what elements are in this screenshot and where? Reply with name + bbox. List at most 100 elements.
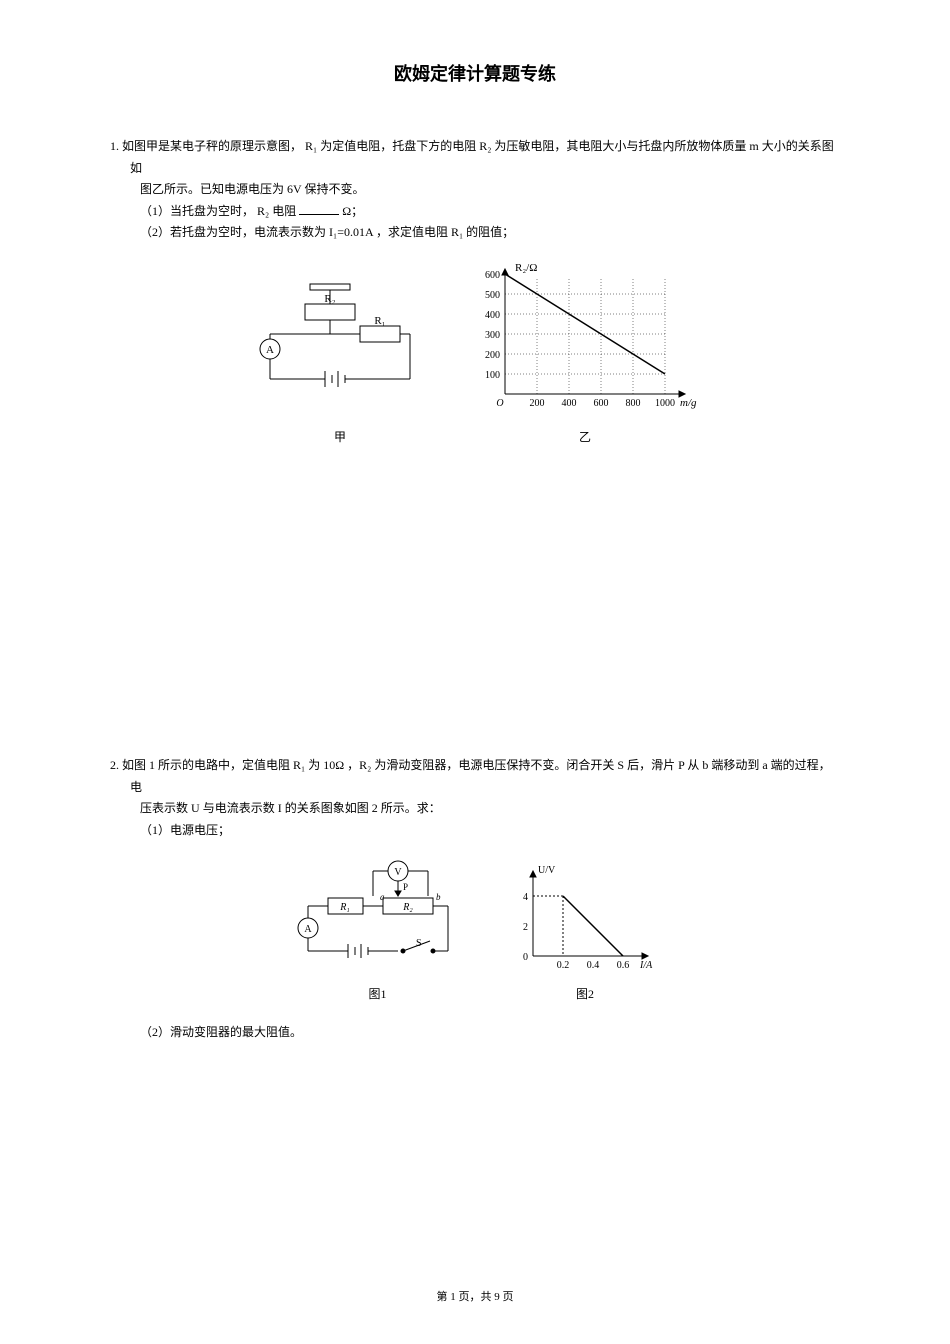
q2-f1n: 1: [149, 758, 155, 772]
c2y4: 4: [523, 892, 528, 903]
page-title: 欧姆定律计算题专练: [110, 60, 840, 86]
q1-s2i: I₁=0.01A: [329, 225, 373, 239]
fig-yi-label: 乙: [470, 428, 700, 445]
q2-i: I: [278, 801, 282, 815]
question-2: 2. 如图 1 所示的电路中，定值电阻 R₁ 为 10Ω ，R₂ 为滑动变阻器，…: [110, 755, 840, 1044]
q2-tg: 从: [687, 758, 699, 772]
footer-middle: 页，共: [459, 1291, 492, 1303]
q2-td: ，R₂: [347, 758, 371, 772]
c2-ylabel: U/V: [538, 865, 556, 876]
q1-sub1: （1）当托盘为空时， R₂ 电阻 Ω；: [110, 201, 840, 223]
q1-s1c: Ω；: [342, 204, 363, 218]
xt800: 800: [626, 398, 641, 409]
c1-r1-label: R₁: [374, 315, 385, 327]
spacer-1: [110, 475, 840, 755]
yt100: 100: [485, 370, 500, 381]
q2-r1v: 10Ω: [323, 758, 344, 772]
q1-l2a: 图乙所示。已知电源电压为: [140, 182, 284, 196]
q1-s2a: （2）若托盘为空时，电流表示数为: [140, 225, 326, 239]
yt500: 500: [485, 290, 500, 301]
q2-tb: 所示的电路中，定值电阻: [158, 758, 290, 772]
fig2-label: 图2: [508, 985, 663, 1002]
q1-blank: [299, 203, 339, 215]
c2x02: 0.2: [556, 960, 569, 971]
fig1-label: 图1: [288, 985, 468, 1002]
xt1000: 1000: [655, 398, 675, 409]
xt200: 200: [530, 398, 545, 409]
q1-s1r2: R₂: [257, 204, 269, 218]
xt400: 400: [562, 398, 577, 409]
xlabel: m/g: [680, 397, 697, 409]
q2-figures: V A R₁ R₂ P a b S 图1: [110, 856, 840, 1002]
q1-body: 1. 如图甲是某电子秤的原理示意图， R₁ 为定值电阻，托盘下方的电阻 R₂ 为…: [110, 136, 840, 179]
q1-voltage: 6V: [287, 182, 301, 196]
q2-a: a: [762, 758, 767, 772]
c2y2: 2: [523, 922, 528, 933]
c2y0: 0: [523, 952, 528, 963]
yt300: 300: [485, 330, 500, 341]
c1-r2-label: R₂: [324, 293, 335, 305]
q2-body: 2. 如图 1 所示的电路中，定值电阻 R₁ 为 10Ω ，R₂ 为滑动变阻器，…: [110, 755, 840, 798]
q1-l2b: 保持不变。: [304, 182, 364, 196]
q2-u: U: [191, 801, 200, 815]
page-footer: 第 1 页，共 9 页: [0, 1288, 950, 1304]
origin-o: O: [496, 398, 503, 409]
q1-s1b: 电阻: [272, 204, 296, 218]
yt200: 200: [485, 350, 500, 361]
c1-a-label: A: [266, 344, 274, 356]
c2x06: 0.6: [616, 960, 629, 971]
circuit-fig1: V A R₁ R₂ P a b S 图1: [288, 856, 468, 1002]
footer-prefix: 第: [437, 1291, 448, 1303]
circuit-jia: R₂ R₁ A 甲: [250, 279, 430, 445]
q1-m: m: [749, 139, 758, 153]
q2-text: 如图 1 所示的电路中，定值电阻 R₁ 为 10Ω ，R₂ 为滑动变阻器，电源电…: [122, 758, 831, 794]
q1-r2: R₂: [479, 139, 491, 153]
xt600: 600: [594, 398, 609, 409]
c2-a: A: [304, 924, 312, 935]
q2-line2: 压表示数 U 与电流表示数 I 的关系图象如图 2 所示。求：: [110, 798, 840, 820]
q1-tp2: 为压敏电阻，其电阻大小与托盘内所放物体质量: [494, 139, 746, 153]
chart-fig2: 0 2 4 0.2 0.4 0.6 U/V I/A 图2: [508, 861, 663, 1002]
q2-s: S: [617, 758, 624, 772]
q2-r1: R₁: [293, 758, 305, 772]
c2-node-b: b: [436, 892, 441, 902]
q1-number: 1.: [110, 139, 119, 153]
q1-s2c: 的阻值；: [466, 225, 514, 239]
q2-l2c: 的关系图象如图: [285, 801, 369, 815]
q1-s1a: （1）当托盘为空时，: [140, 204, 254, 218]
q2-tc: 为: [308, 758, 320, 772]
ylabel: R₂/Ω: [515, 262, 537, 274]
q2-l2a: 压表示数: [140, 801, 188, 815]
footer-suffix: 页: [503, 1291, 514, 1303]
q2-b: b: [702, 758, 708, 772]
yt400: 400: [485, 310, 500, 321]
footer-pagenum: 1: [450, 1291, 456, 1303]
q1-tp1: 为定值电阻，托盘下方的电阻: [320, 139, 476, 153]
c2-v: V: [394, 867, 402, 878]
footer-total: 9: [494, 1291, 500, 1303]
q2-sub2: （2）滑动变阻器的最大阻值。: [110, 1022, 840, 1044]
q1-sub2: （2）若托盘为空时，电流表示数为 I₁=0.01A ，求定值电阻 R₁ 的阻值；: [110, 222, 840, 244]
q2-sub1: （1）电源电压；: [110, 820, 840, 842]
q2-f2n: 2: [372, 801, 378, 815]
c2-xlabel: I/A: [639, 960, 653, 971]
q1-line2: 图乙所示。已知电源电压为 6V 保持不变。: [110, 179, 840, 201]
c2x04: 0.4: [586, 960, 599, 971]
c2-r2: R₂: [402, 902, 413, 913]
chart-yi: 100 200 300 400 500 600 200 400 600 800 …: [470, 259, 700, 445]
q1-figures: R₂ R₁ A 甲: [110, 259, 840, 445]
q2-te: 为滑动变阻器，电源电压保持不变。闭合开关: [374, 758, 614, 772]
q1-s2b: ，求定值电阻: [376, 225, 448, 239]
question-1: 1. 如图甲是某电子秤的原理示意图， R₁ 为定值电阻，托盘下方的电阻 R₂ 为…: [110, 136, 840, 445]
yt600: 600: [485, 270, 500, 281]
q2-th: 端移动到: [711, 758, 759, 772]
q1-r1: R₁: [305, 139, 317, 153]
c2-node-a: a: [380, 892, 385, 902]
c2-s: S: [416, 938, 422, 949]
q2-l2d: 所示。求：: [381, 801, 441, 815]
q1-text: 如图甲是某电子秤的原理示意图， R₁ 为定值电阻，托盘下方的电阻 R₂ 为压敏电…: [122, 139, 834, 175]
c2-r1: R₁: [339, 902, 350, 913]
fig-jia-label: 甲: [250, 428, 430, 445]
q2-tf: 后，滑片: [627, 758, 675, 772]
q2-number: 2.: [110, 758, 119, 772]
